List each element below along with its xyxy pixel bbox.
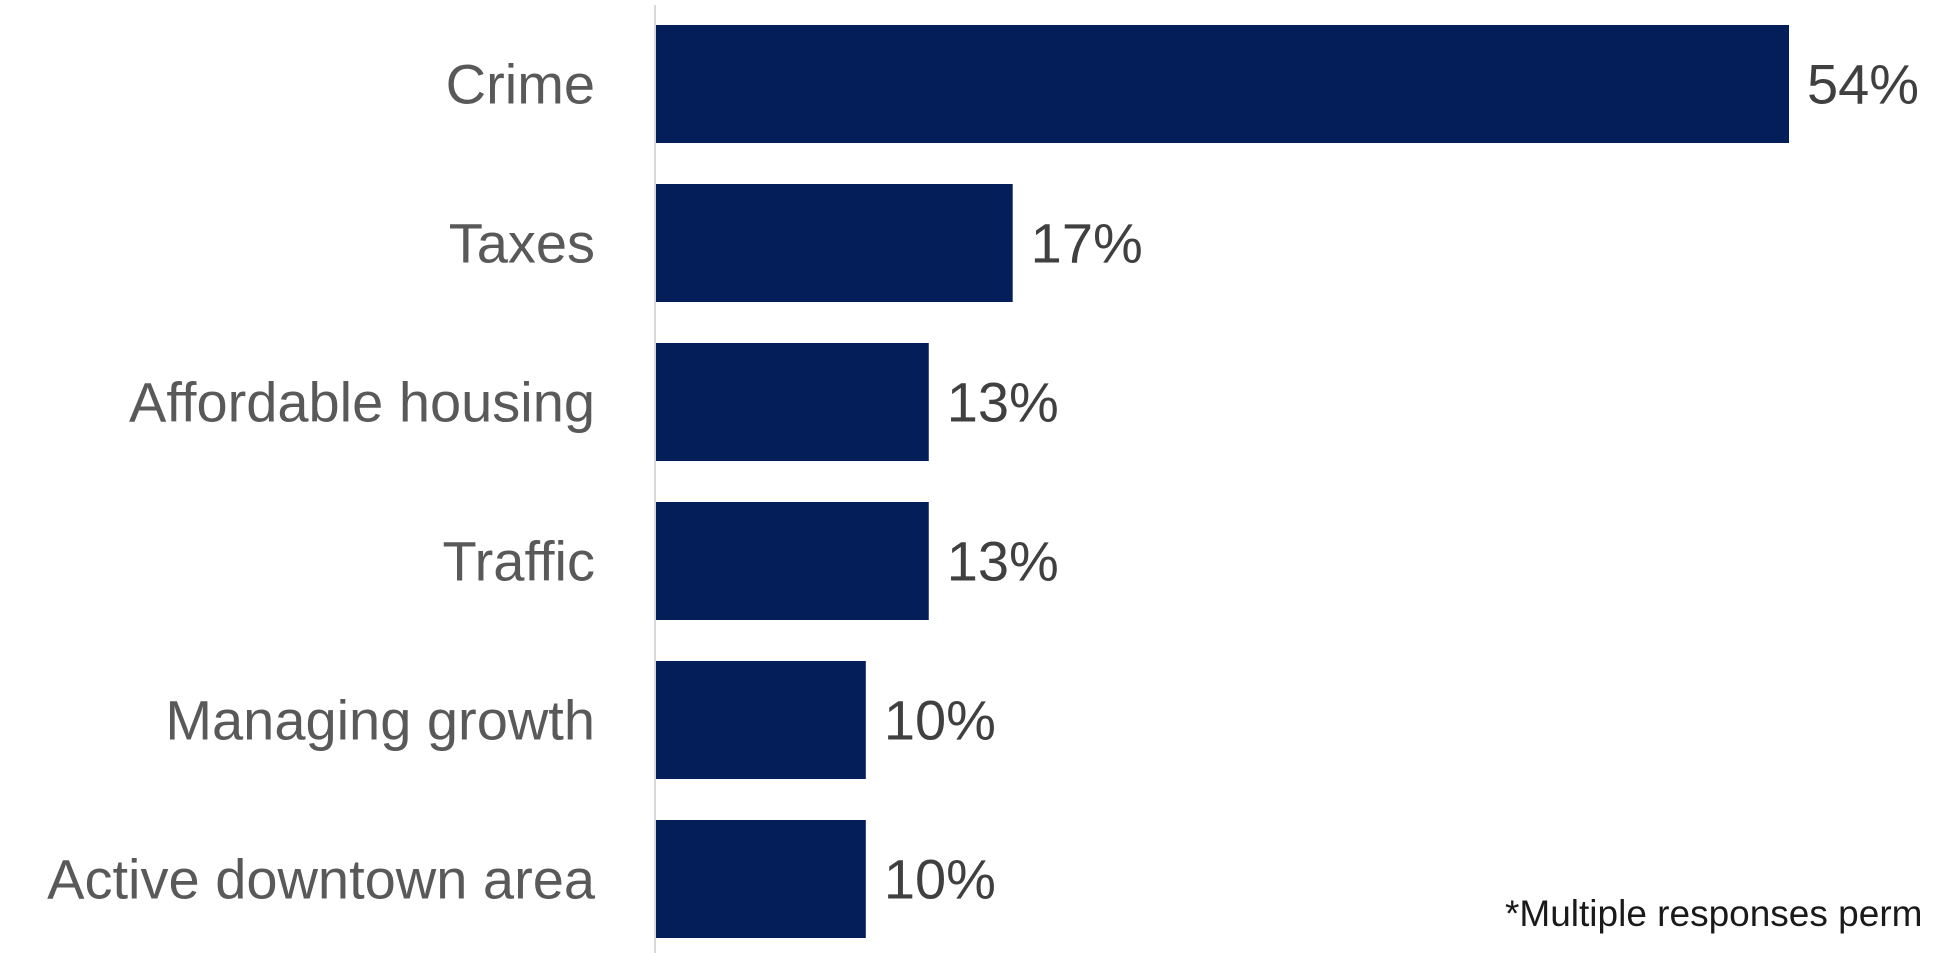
category-label: Traffic	[443, 530, 595, 593]
data-label: 13%	[947, 371, 1059, 434]
bar-crime	[656, 25, 1789, 143]
category-label: Crime	[446, 53, 595, 116]
data-label: 17%	[1031, 212, 1143, 275]
data-label: 10%	[884, 689, 996, 752]
bar-traffic	[656, 502, 929, 620]
data-label: 10%	[884, 848, 996, 911]
category-label: Active downtown area	[47, 848, 596, 911]
bar-managing-growth	[656, 661, 866, 779]
data-label: 54%	[1807, 53, 1919, 116]
category-label: Managing growth	[165, 689, 595, 752]
category-label: Taxes	[449, 212, 595, 275]
category-label: Affordable housing	[129, 371, 595, 434]
bar-affordable-housing	[656, 343, 929, 461]
footnote: *Multiple responses perm	[1505, 893, 1923, 934]
bar-taxes	[656, 184, 1013, 302]
bar-active-downtown-area	[656, 820, 866, 938]
data-label: 13%	[947, 530, 1059, 593]
